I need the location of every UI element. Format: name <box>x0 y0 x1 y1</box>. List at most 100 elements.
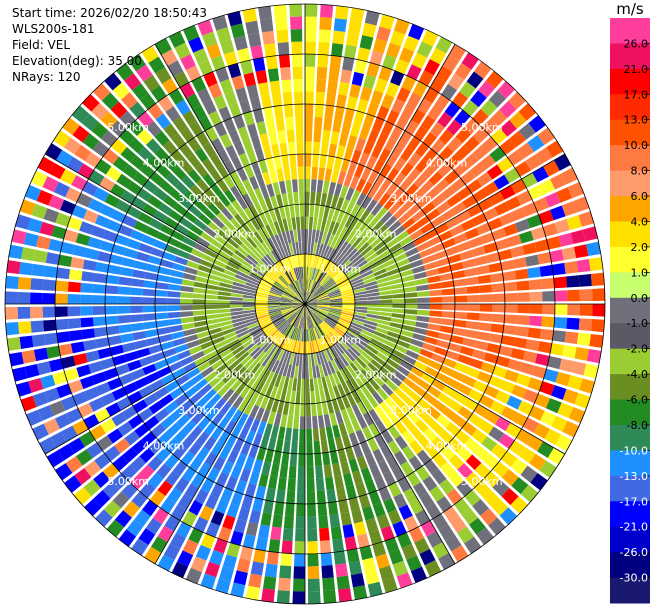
ppi-gate <box>312 365 317 379</box>
ppi-gate <box>510 245 525 258</box>
ppi-gate <box>180 285 194 293</box>
ppi-gate <box>70 257 85 269</box>
ppi-gate <box>274 318 286 328</box>
ppi-gate <box>293 281 300 293</box>
ppi-gate <box>278 321 289 332</box>
ppi-gate <box>412 384 427 398</box>
ppi-gate <box>149 490 166 507</box>
ppi-gate <box>334 326 346 336</box>
ppi-gate <box>384 136 398 152</box>
ppi-gate <box>389 374 403 387</box>
ppi-gate <box>386 268 400 277</box>
ppi-gate <box>184 266 198 275</box>
ppi-gate <box>315 339 321 353</box>
ppi-gate <box>401 75 417 92</box>
ppi-gate <box>328 374 337 387</box>
ppi-gate <box>360 369 372 382</box>
ppi-gate <box>276 590 290 604</box>
ppi-gate <box>259 319 272 327</box>
ppi-gate <box>293 267 299 281</box>
ppi-gate <box>287 478 296 492</box>
ppi-gate <box>391 288 405 294</box>
ppi-gate <box>298 179 304 192</box>
ppi-gate <box>373 268 387 277</box>
ppi-gate <box>550 343 565 356</box>
ppi-gate <box>417 98 433 115</box>
ppi-gate <box>153 187 168 202</box>
ppi-gate <box>160 497 176 514</box>
ppi-gate <box>480 361 496 374</box>
ppi-gate <box>149 379 165 392</box>
ppi-gate <box>453 161 469 177</box>
ppi-gate <box>368 529 383 545</box>
ppi-gate <box>300 391 305 404</box>
ppi-gate <box>275 361 283 375</box>
ppi-gate <box>243 72 256 87</box>
ppi-gate <box>313 285 323 296</box>
ppi-gate <box>270 372 279 386</box>
ppi-gate <box>349 175 360 190</box>
ppi-gate <box>400 146 414 162</box>
ppi-gate <box>346 96 358 111</box>
ppi-gate <box>553 276 567 289</box>
ppi-gate <box>277 130 287 144</box>
ppi-gate <box>97 251 112 263</box>
ppi-gate <box>238 369 250 382</box>
ppi-gate <box>306 416 312 429</box>
ppi-gate <box>541 277 555 290</box>
ppi-gate <box>31 203 48 220</box>
ppi-gate <box>340 337 352 348</box>
ppi-gate <box>491 227 507 241</box>
ppi-gate <box>106 519 125 538</box>
ppi-gate <box>308 315 313 329</box>
ppi-gate <box>396 87 411 103</box>
ppi-gate <box>95 509 113 527</box>
ppi-gate <box>441 83 458 101</box>
ppi-gate <box>142 297 156 304</box>
ppi-gate <box>299 416 305 429</box>
ppi-gate <box>188 204 202 218</box>
ppi-gate <box>320 4 334 18</box>
ppi-gate <box>305 291 309 304</box>
ppi-gate <box>336 255 347 267</box>
ppi-gate <box>385 237 399 249</box>
ring-label: 4.00km <box>143 157 185 170</box>
ppi-gate <box>424 336 438 346</box>
ppi-gate <box>188 527 204 544</box>
ppi-gate <box>225 335 239 344</box>
ppi-gate <box>242 193 253 207</box>
ppi-gate <box>138 242 153 254</box>
ppi-gate <box>488 375 504 389</box>
ppi-gate <box>73 487 92 505</box>
ppi-gate <box>189 121 204 137</box>
ppi-gate <box>415 278 429 286</box>
ppi-gate <box>342 57 355 72</box>
ppi-gate <box>329 306 343 310</box>
ppi-gate <box>450 370 465 382</box>
ppi-gate <box>110 138 127 155</box>
ppi-gate <box>280 300 293 303</box>
ppi-gate <box>380 163 393 178</box>
ppi-gate <box>54 413 72 429</box>
ppi-gate <box>391 98 406 114</box>
ppi-gate <box>311 166 318 180</box>
ppi-gate <box>471 428 488 444</box>
ppi-gate <box>393 206 407 220</box>
ppi-gate <box>225 434 237 449</box>
ppi-gate <box>322 336 330 349</box>
ppi-gate <box>527 377 543 392</box>
ppi-gate <box>281 154 290 169</box>
ppi-gate <box>442 406 457 421</box>
ppi-gate <box>339 241 349 254</box>
ppi-gate <box>99 203 115 218</box>
ppi-gate <box>291 54 303 67</box>
ppi-gate <box>308 229 313 242</box>
ppi-gate <box>394 58 410 75</box>
ppi-gate <box>378 315 392 322</box>
ppi-gate <box>318 338 326 351</box>
ppi-gate <box>374 419 387 434</box>
ppi-gate <box>300 216 305 230</box>
ppi-gate <box>217 430 230 445</box>
ppi-gate <box>155 113 171 130</box>
ppi-gate <box>362 326 376 334</box>
